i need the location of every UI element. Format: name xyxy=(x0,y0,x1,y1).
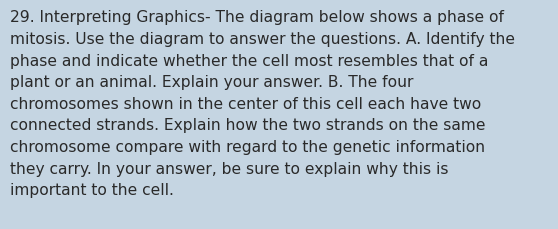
Text: 29. Interpreting Graphics- The diagram below shows a phase of
mitosis. Use the d: 29. Interpreting Graphics- The diagram b… xyxy=(10,10,515,197)
